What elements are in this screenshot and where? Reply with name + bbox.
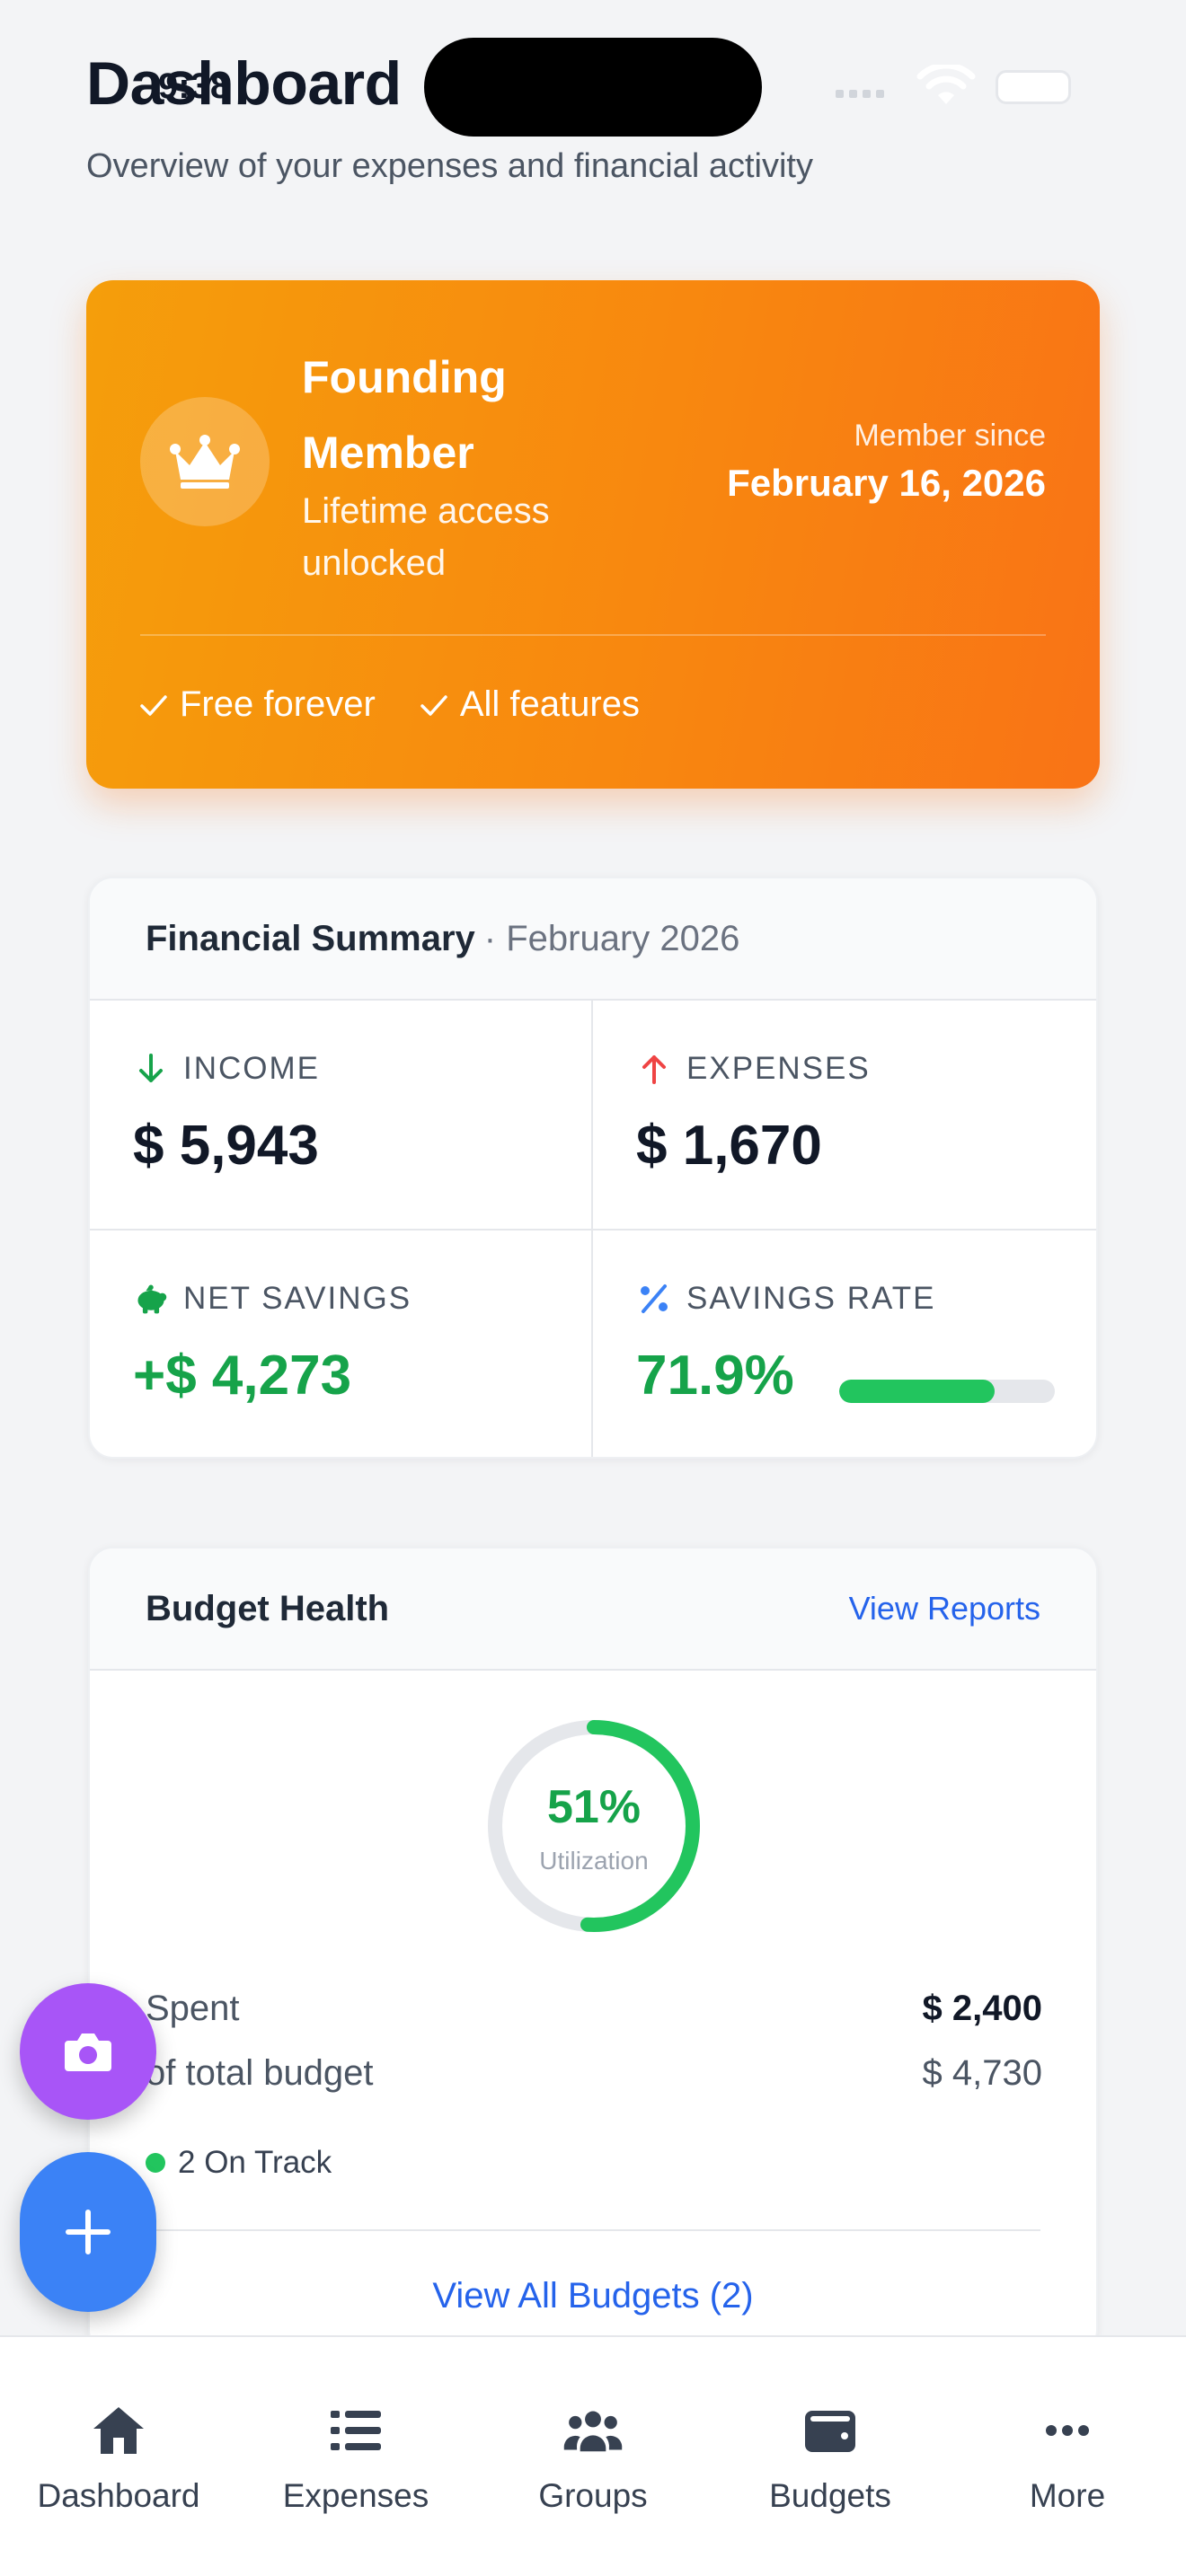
budget-title: Budget Health	[146, 1588, 390, 1628]
plus-icon	[66, 2210, 111, 2254]
page-subtitle: Overview of your expenses and financial …	[86, 147, 813, 185]
savings-rate-progress	[839, 1380, 1055, 1403]
arrow-down-icon	[139, 1054, 163, 1082]
member-since-date: February 16, 2026	[727, 462, 1046, 504]
scan-receipt-button[interactable]	[20, 1983, 156, 2120]
perk-all-features: All features	[419, 684, 640, 725]
budget-header: Budget Health View Reports	[90, 1548, 1096, 1671]
founder-divider	[140, 634, 1046, 636]
camera-icon	[65, 2033, 111, 2071]
view-reports-link[interactable]: View Reports	[848, 1590, 1040, 1627]
summary-header: Financial Summary · February 2026	[90, 878, 1096, 1001]
check-icon	[140, 694, 167, 716]
savings-rate-progress-fill	[839, 1380, 995, 1403]
perk-free-forever: Free forever	[138, 684, 376, 725]
savings-rate-value: 71.9%	[636, 1345, 794, 1407]
nav-label: More	[1029, 2477, 1106, 2514]
view-all-budgets-link[interactable]: View All Budgets (2)	[432, 2276, 754, 2316]
summary-period: · February 2026	[483, 918, 740, 958]
spent-label: Spent	[146, 1989, 240, 2028]
founder-subtitle: Lifetime access unlocked	[302, 491, 550, 583]
founding-member-card: Founding Member Lifetime access unlocked…	[86, 280, 1100, 789]
battery-icon	[996, 70, 1071, 104]
nav-item-more[interactable]: More	[949, 2337, 1186, 2576]
spent-value: $ 2,400	[922, 1989, 1042, 2028]
more-icon	[1046, 2425, 1089, 2436]
wallet-icon	[805, 2411, 855, 2452]
income-stat: INCOME $ 5,943	[90, 1001, 593, 1231]
summary-title: Financial Summary	[146, 918, 475, 958]
wifi-icon	[916, 65, 976, 104]
net-savings-stat: NET SAVINGS +$ 4,273	[90, 1231, 593, 1457]
status-time: 9:38	[158, 66, 231, 106]
expenses-stat: EXPENSES $ 1,670	[593, 1001, 1096, 1231]
income-label: INCOME	[183, 1051, 320, 1086]
nav-item-dashboard[interactable]: Dashboard	[0, 2337, 237, 2576]
status-bar: 9:38	[0, 0, 1186, 171]
expenses-value: $ 1,670	[636, 1115, 822, 1177]
net-savings-label: NET SAVINGS	[183, 1281, 412, 1316]
list-icon	[331, 2411, 381, 2450]
income-value: $ 5,943	[133, 1115, 319, 1177]
expenses-label: EXPENSES	[686, 1051, 871, 1086]
bottom-nav: Dashboard Expenses Groups Budgets	[0, 2335, 1186, 2576]
nav-item-expenses[interactable]: Expenses	[237, 2337, 474, 2576]
net-savings-value: +$ 4,273	[133, 1345, 352, 1407]
founder-perks: Free forever All features	[138, 684, 640, 725]
add-expense-button[interactable]	[20, 2152, 156, 2312]
crown-icon	[170, 435, 240, 489]
page-title: Dashboard	[86, 49, 402, 118]
nav-item-groups[interactable]: Groups	[474, 2337, 712, 2576]
status-dot	[146, 2153, 165, 2173]
home-icon	[93, 2407, 144, 2454]
budget-divider	[146, 2229, 1040, 2231]
perk-label: Free forever	[180, 684, 376, 724]
founder-title: Founding Member	[302, 352, 507, 478]
on-track-status: 2 On Track	[146, 2145, 332, 2181]
utilization-label: Utilization	[539, 1847, 649, 1875]
piggy-bank-icon	[137, 1284, 167, 1314]
total-budget-label: of total budget	[146, 2053, 374, 2093]
total-budget-value: $ 4,730	[922, 2053, 1042, 2093]
signal-icon	[836, 90, 884, 98]
savings-rate-stat: SAVINGS RATE 71.9%	[593, 1231, 1096, 1457]
check-icon	[420, 694, 447, 716]
member-since-label: Member since	[854, 419, 1046, 453]
perk-label: All features	[459, 684, 640, 724]
percent-icon	[641, 1284, 668, 1313]
budget-health-card: Budget Health View Reports 51% Utilizati…	[88, 1547, 1098, 2355]
nav-label: Expenses	[282, 2477, 429, 2514]
users-icon	[563, 2411, 623, 2452]
nav-label: Groups	[538, 2477, 648, 2514]
financial-summary-card: Financial Summary · February 2026 INCOME…	[88, 877, 1098, 1459]
arrow-up-icon	[642, 1055, 666, 1084]
utilization-percent: 51%	[546, 1781, 642, 1833]
nav-item-budgets[interactable]: Budgets	[712, 2337, 949, 2576]
dynamic-island	[424, 38, 762, 137]
nav-label: Budgets	[769, 2477, 891, 2514]
crown-badge	[140, 397, 270, 526]
nav-label: Dashboard	[37, 2477, 200, 2514]
utilization-donut	[488, 1720, 700, 1932]
savings-rate-label: SAVINGS RATE	[686, 1281, 936, 1316]
on-track-label: 2 On Track	[178, 2145, 332, 2180]
